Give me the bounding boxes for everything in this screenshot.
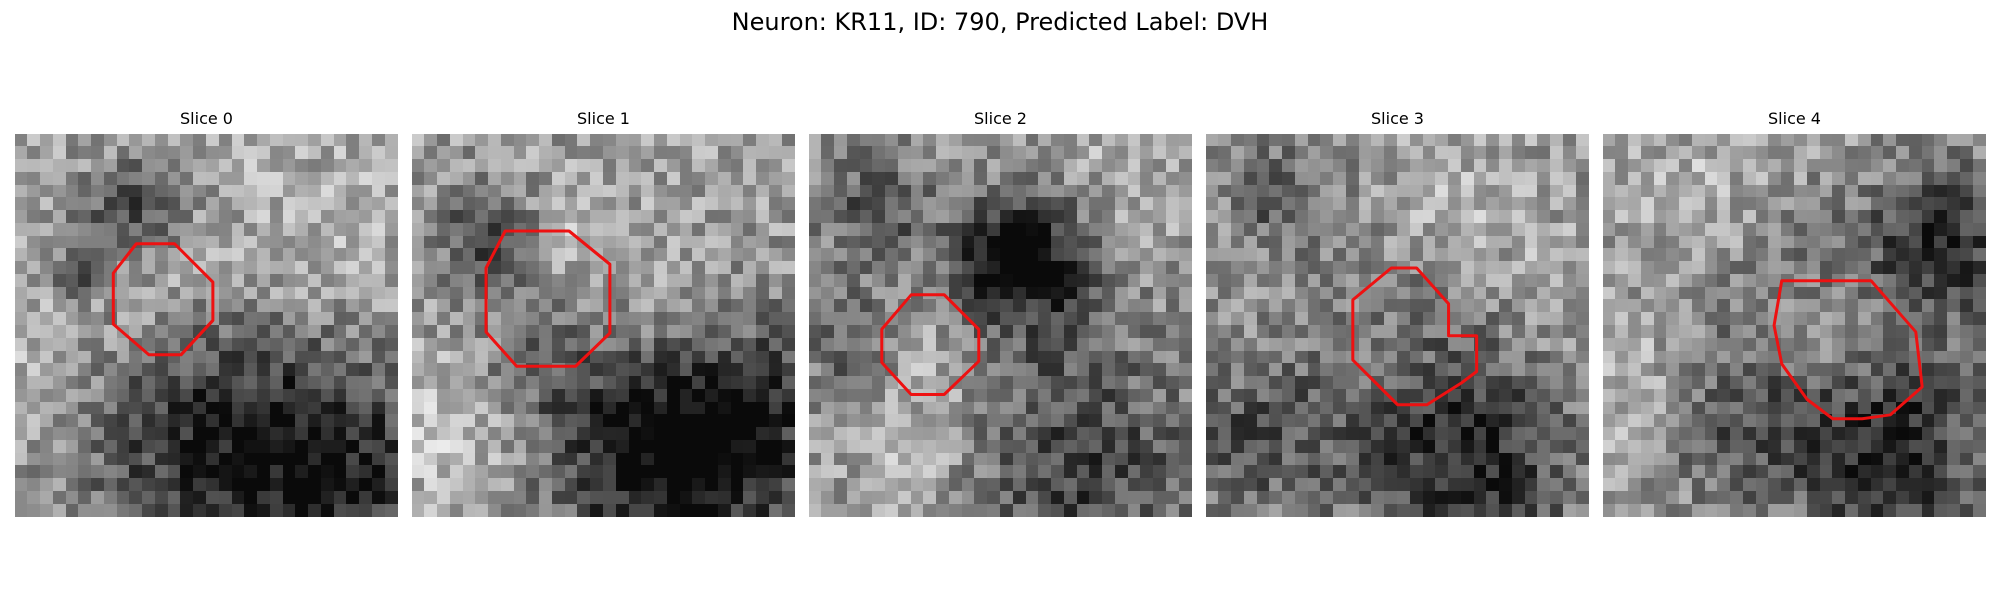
slice-canvas: [1603, 134, 1986, 517]
slice-panel-1: Slice 1: [412, 104, 795, 517]
slice-canvas: [1206, 134, 1589, 517]
slice-canvas: [15, 134, 398, 517]
slice-image: [1206, 134, 1589, 517]
slice-title: Slice 0: [180, 109, 233, 128]
slice-image: [412, 134, 795, 517]
slice-image: [15, 134, 398, 517]
slice-panel-0: Slice 0: [15, 104, 398, 517]
slice-title: Slice 1: [577, 109, 630, 128]
figure-title: Neuron: KR11, ID: 790, Predicted Label: …: [731, 8, 1269, 36]
slice-image: [1603, 134, 1986, 517]
slice-image: [809, 134, 1192, 517]
slice-title: Slice 2: [974, 109, 1027, 128]
slice-canvas: [412, 134, 795, 517]
slice-panel-3: Slice 3: [1206, 104, 1589, 517]
slice-title: Slice 3: [1371, 109, 1424, 128]
slice-canvas: [809, 134, 1192, 517]
slice-panel-4: Slice 4: [1603, 104, 1986, 517]
slice-title: Slice 4: [1768, 109, 1821, 128]
slice-panel-2: Slice 2: [809, 104, 1192, 517]
